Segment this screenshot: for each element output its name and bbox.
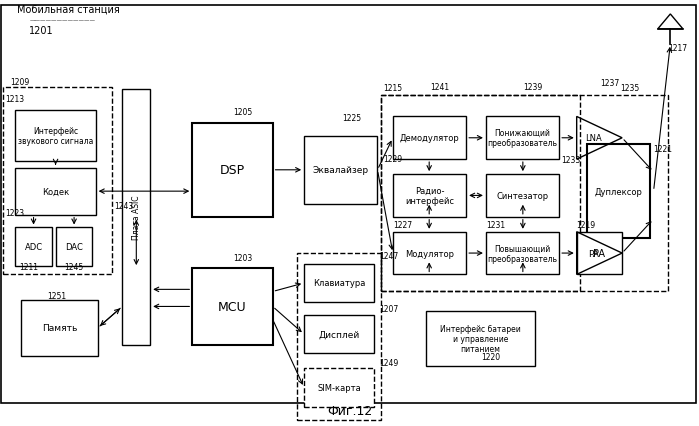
Text: 1203: 1203 xyxy=(233,253,252,262)
FancyBboxPatch shape xyxy=(56,228,92,266)
Text: 1209: 1209 xyxy=(10,78,30,86)
Text: Эквалайзер: Эквалайзер xyxy=(312,166,369,175)
FancyBboxPatch shape xyxy=(393,117,466,160)
FancyBboxPatch shape xyxy=(122,89,150,345)
Text: 1221: 1221 xyxy=(654,144,672,153)
Text: Фиг.12: Фиг.12 xyxy=(327,404,372,417)
FancyBboxPatch shape xyxy=(393,175,466,217)
Text: Повышающий
преобразователь: Повышающий преобразователь xyxy=(487,244,558,263)
Text: 1245: 1245 xyxy=(64,262,84,271)
Text: PA: PA xyxy=(589,249,599,258)
Text: Интерфейс батареи
и управление
питанием: Интерфейс батареи и управление питанием xyxy=(440,324,521,354)
Text: 1205: 1205 xyxy=(233,108,252,117)
Text: 1233: 1233 xyxy=(561,155,581,164)
Text: 1247: 1247 xyxy=(380,252,399,261)
Text: DSP: DSP xyxy=(220,164,245,177)
Text: ————————————: ———————————— xyxy=(29,18,95,23)
Text: 1243: 1243 xyxy=(114,202,134,211)
FancyBboxPatch shape xyxy=(304,315,374,354)
FancyBboxPatch shape xyxy=(192,124,273,217)
Text: PA: PA xyxy=(593,248,605,259)
Text: Понижающий
преобразователь: Понижающий преобразователь xyxy=(487,129,558,148)
FancyBboxPatch shape xyxy=(486,232,559,275)
Text: Интерфейс
звукового сигнала: Интерфейс звукового сигнала xyxy=(18,127,93,146)
FancyBboxPatch shape xyxy=(577,232,622,275)
Text: 1229: 1229 xyxy=(383,155,402,164)
Text: 1251: 1251 xyxy=(48,292,66,301)
Text: Дисплей: Дисплей xyxy=(318,330,360,339)
Text: 1220: 1220 xyxy=(481,352,500,361)
FancyBboxPatch shape xyxy=(192,268,273,345)
Text: Модулятор: Модулятор xyxy=(405,249,454,258)
Text: 1227: 1227 xyxy=(393,220,412,229)
Text: 1249: 1249 xyxy=(380,358,399,367)
FancyBboxPatch shape xyxy=(304,264,374,302)
Text: 1223: 1223 xyxy=(5,208,24,217)
Text: ADC: ADC xyxy=(24,242,43,252)
Text: 1225: 1225 xyxy=(343,114,361,123)
FancyBboxPatch shape xyxy=(587,145,650,239)
Text: LNA: LNA xyxy=(586,134,603,143)
Text: Клавиатура: Клавиатура xyxy=(313,279,365,288)
Text: 1241: 1241 xyxy=(430,83,449,92)
Text: Радио-
интерфейс: Радио- интерфейс xyxy=(405,186,454,206)
Text: DAC: DAC xyxy=(65,242,83,252)
FancyBboxPatch shape xyxy=(1,6,696,403)
Text: 1213: 1213 xyxy=(5,95,24,104)
FancyBboxPatch shape xyxy=(15,111,96,162)
Text: Синтезатор: Синтезатор xyxy=(496,191,549,201)
Text: Демодулятор: Демодулятор xyxy=(400,134,459,143)
Text: 1231: 1231 xyxy=(487,220,505,229)
Text: SIM-карта: SIM-карта xyxy=(317,383,361,392)
Text: 1239: 1239 xyxy=(523,83,542,92)
Text: Дуплексор: Дуплексор xyxy=(595,187,642,196)
Text: 1235: 1235 xyxy=(620,84,640,93)
FancyBboxPatch shape xyxy=(304,368,374,407)
Text: MCU: MCU xyxy=(218,300,247,313)
Text: 1237: 1237 xyxy=(600,79,619,88)
FancyBboxPatch shape xyxy=(426,311,535,366)
FancyBboxPatch shape xyxy=(486,117,559,160)
FancyBboxPatch shape xyxy=(486,175,559,217)
FancyBboxPatch shape xyxy=(21,300,98,356)
Text: 1207: 1207 xyxy=(380,305,399,314)
Text: 1219: 1219 xyxy=(577,220,596,229)
Text: Плата ASIC: Плата ASIC xyxy=(132,195,140,239)
Text: 1211: 1211 xyxy=(20,262,38,271)
Text: Память: Память xyxy=(42,323,77,333)
Text: Мобильная станция: Мобильная станция xyxy=(17,5,120,15)
FancyBboxPatch shape xyxy=(304,136,377,204)
Text: 1217: 1217 xyxy=(668,44,687,53)
Text: Кодек: Кодек xyxy=(42,187,69,196)
FancyBboxPatch shape xyxy=(393,232,466,275)
FancyBboxPatch shape xyxy=(15,228,52,266)
FancyBboxPatch shape xyxy=(15,168,96,215)
Text: 1215: 1215 xyxy=(383,84,402,93)
Text: 1201: 1201 xyxy=(29,26,54,35)
